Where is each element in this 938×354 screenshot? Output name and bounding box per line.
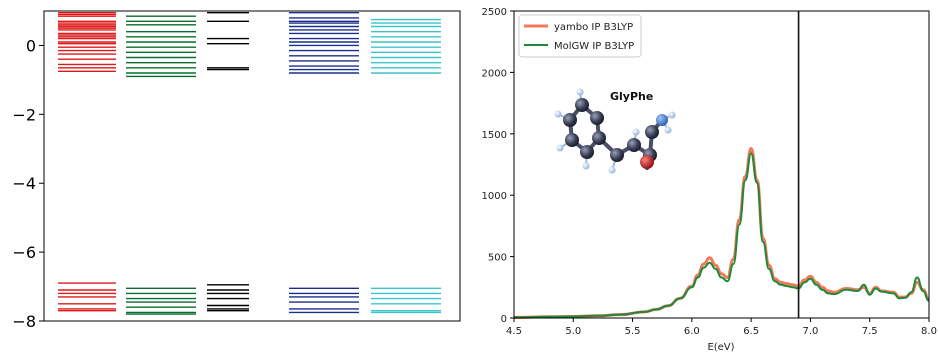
y-tick-label: −8 — [12, 312, 36, 331]
y-tick-label: −2 — [12, 105, 36, 124]
x-tick-label: 7.0 — [802, 326, 818, 337]
energy-level-chart: 0 −2 −4 −6 −8 — [12, 10, 461, 331]
legend: yambo IP B3LYP MolGW IP B3LYP — [518, 14, 642, 58]
y-tick-label: 500 — [488, 253, 507, 264]
y-tick-label: 2000 — [482, 68, 507, 79]
left-plot-frame — [43, 10, 461, 322]
x-tick-label: 4.5 — [506, 326, 522, 337]
x-tick-label: 7.5 — [862, 326, 878, 337]
molecule-label: GlyPhe — [610, 90, 653, 103]
x-tick-label: 6.0 — [684, 326, 700, 337]
x-tick-label: 8.0 — [921, 326, 937, 337]
spectrum-chart: 4.5 5.0 5.5 6.0 6.5 7.0 7.5 8.0 0 500 1000 1500 2000… — [482, 7, 937, 353]
y-tick-label: 0 — [26, 36, 36, 55]
y-tick-label: 0 — [501, 314, 507, 325]
y-tick-label: 1000 — [482, 191, 507, 202]
legend-label-molgw: MolGW IP B3LYP — [554, 41, 634, 52]
x-tick-label: 5.0 — [565, 326, 581, 337]
legend-label-yambo: yambo IP B3LYP — [554, 22, 633, 33]
y-tick-label: −6 — [12, 243, 36, 262]
right-plot-frame — [513, 10, 930, 319]
y-tick-label: 1500 — [482, 130, 507, 141]
series-line-1 — [513, 152, 930, 319]
x-tick-label: 6.5 — [743, 326, 759, 337]
y-tick-label: −4 — [12, 174, 36, 193]
molecule-inset: GlyPhe — [554, 88, 676, 174]
x-tick-label: 5.5 — [625, 326, 641, 337]
y-tick-label: 2500 — [482, 7, 507, 18]
x-axis-label: E(eV) — [707, 342, 734, 353]
